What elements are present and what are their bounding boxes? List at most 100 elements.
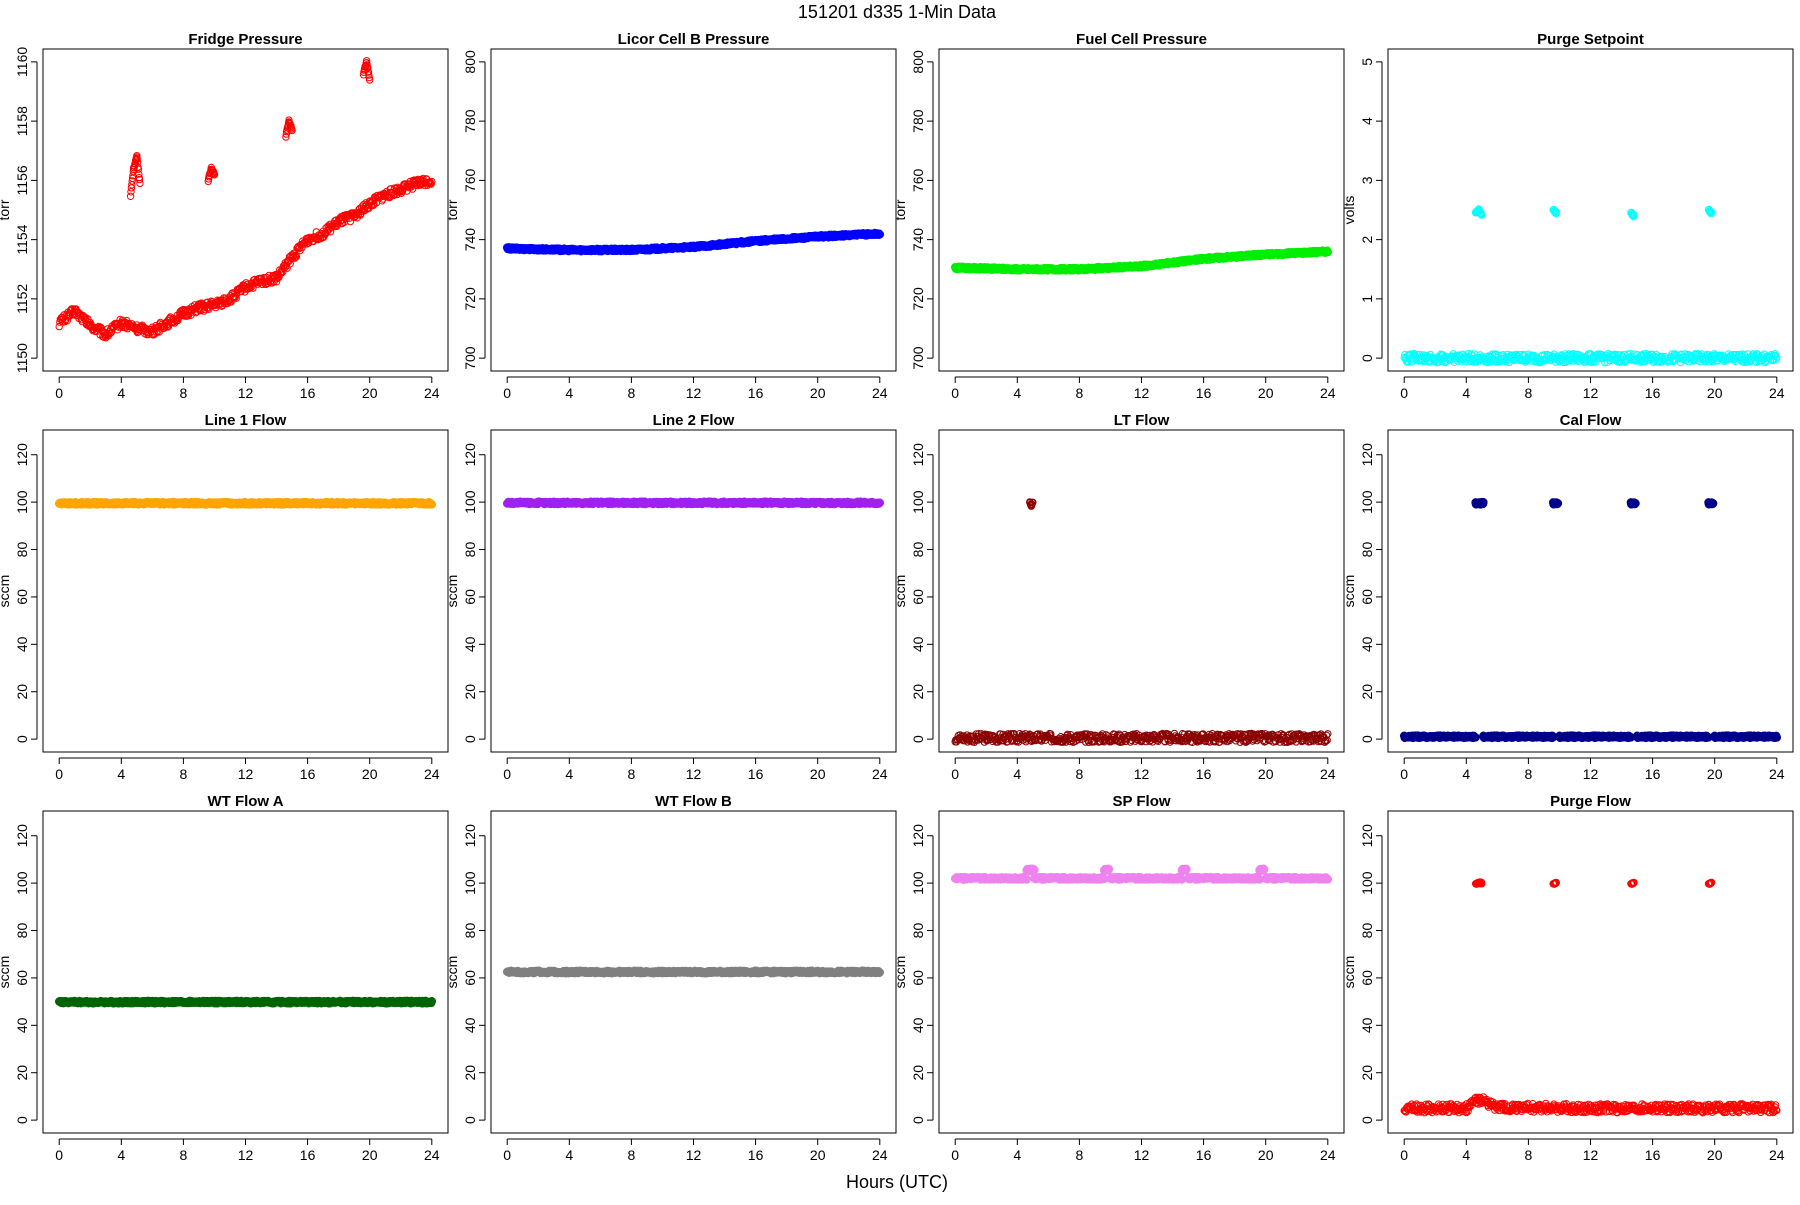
data-point xyxy=(1472,733,1480,741)
x-tick-label: 20 xyxy=(1707,766,1723,782)
x-tick-label: 4 xyxy=(1013,766,1021,782)
x-tick-label: 4 xyxy=(565,766,573,782)
data-point xyxy=(1324,248,1332,256)
data-series xyxy=(1628,209,1638,220)
plot-frame xyxy=(43,430,448,752)
data-series xyxy=(56,175,435,341)
x-tick-label: 4 xyxy=(1462,385,1470,401)
x-tick-label: 8 xyxy=(180,385,188,401)
data-series xyxy=(1472,206,1485,218)
y-tick-label: 0 xyxy=(14,735,30,743)
data-point xyxy=(876,499,884,507)
y-tick-label: 120 xyxy=(1359,443,1375,467)
x-tick-label: 20 xyxy=(1258,766,1274,782)
x-tick-label: 4 xyxy=(117,385,125,401)
y-tick-label: 1160 xyxy=(14,47,30,77)
y-tick-label: 800 xyxy=(462,50,478,74)
y-tick-label: 5 xyxy=(1359,58,1375,66)
x-tick-label: 4 xyxy=(565,385,573,401)
panel-title: LT Flow xyxy=(1114,412,1170,429)
data-series xyxy=(1705,206,1715,217)
x-tick-label: 16 xyxy=(300,766,316,782)
y-tick-label: 1158 xyxy=(14,106,30,136)
panel-title: Line 1 Flow xyxy=(205,412,287,429)
data-series xyxy=(1556,732,1635,742)
x-tick-label: 8 xyxy=(1525,766,1533,782)
x-tick-label: 24 xyxy=(872,766,888,782)
y-tick-label: 100 xyxy=(1359,490,1375,514)
x-tick-label: 16 xyxy=(748,385,764,401)
x-tick-label: 16 xyxy=(300,385,316,401)
data-series xyxy=(1027,499,1037,510)
x-tick-label: 20 xyxy=(1707,385,1723,401)
y-tick-label: 100 xyxy=(462,490,478,514)
x-tick-label: 16 xyxy=(1196,385,1212,401)
x-tick-label: 12 xyxy=(1583,766,1599,782)
plot-frame xyxy=(939,49,1344,371)
panel-title: Line 2 Flow xyxy=(653,412,735,429)
y-tick-label: 2 xyxy=(1359,236,1375,244)
panel-title: Cal Flow xyxy=(1560,412,1622,429)
x-tick-label: 20 xyxy=(810,385,826,401)
y-tick-label: 40 xyxy=(910,636,926,652)
y-tick-label: 700 xyxy=(910,346,926,370)
x-tick-label: 16 xyxy=(1645,766,1661,782)
data-point xyxy=(876,230,884,238)
y-axis-label: sccm xyxy=(892,575,908,608)
x-tick-label: 8 xyxy=(628,766,636,782)
x-tick-label: 4 xyxy=(1013,385,1021,401)
x-tick-label: 0 xyxy=(55,766,63,782)
x-tick-label: 0 xyxy=(1400,766,1408,782)
x-tick-label: 12 xyxy=(238,766,254,782)
y-tick-label: 720 xyxy=(910,287,926,311)
data-series xyxy=(55,498,436,508)
y-tick-label: 80 xyxy=(14,542,30,558)
y-tick-label: 80 xyxy=(910,542,926,558)
x-tick-label: 24 xyxy=(872,385,888,401)
y-tick-label: 740 xyxy=(462,228,478,252)
x-tick-label: 8 xyxy=(1076,385,1084,401)
y-tick-label: 3 xyxy=(1359,176,1375,184)
x-tick-label: 20 xyxy=(1258,385,1274,401)
y-tick-label: 0 xyxy=(1359,735,1375,743)
x-tick-label: 20 xyxy=(810,766,826,782)
x-tick-label: 8 xyxy=(180,766,188,782)
plot-frame xyxy=(939,430,1344,752)
x-tick-label: 24 xyxy=(1320,766,1336,782)
x-tick-label: 4 xyxy=(117,766,125,782)
y-axis-label: sccm xyxy=(0,575,12,608)
y-tick-label: 80 xyxy=(462,542,478,558)
y-axis-label: torr xyxy=(0,199,12,220)
y-axis-label: volts xyxy=(1341,196,1357,225)
data-series xyxy=(1401,351,1780,366)
x-tick-label: 24 xyxy=(1769,385,1785,401)
x-tick-label: 20 xyxy=(362,766,378,782)
y-tick-label: 20 xyxy=(462,684,478,700)
plot-frame xyxy=(491,49,896,371)
panel-title: Fridge Pressure xyxy=(188,31,302,48)
y-tick-label: 1150 xyxy=(14,343,30,373)
y-tick-label: 4 xyxy=(1359,117,1375,125)
x-tick-label: 0 xyxy=(951,385,959,401)
y-tick-label: 1156 xyxy=(14,165,30,195)
x-tick-label: 8 xyxy=(1525,385,1533,401)
y-tick-label: 40 xyxy=(14,636,30,652)
y-tick-label: 780 xyxy=(910,109,926,133)
y-tick-label: 1154 xyxy=(14,224,30,254)
y-tick-label: 720 xyxy=(462,287,478,311)
y-tick-label: 20 xyxy=(910,684,926,700)
y-tick-label: 120 xyxy=(462,443,478,467)
x-tick-label: 8 xyxy=(628,385,636,401)
y-tick-label: 740 xyxy=(910,228,926,252)
y-tick-label: 0 xyxy=(462,735,478,743)
data-series xyxy=(283,117,296,140)
x-tick-label: 0 xyxy=(55,385,63,401)
x-tick-label: 4 xyxy=(1462,766,1470,782)
y-tick-label: 60 xyxy=(910,589,926,605)
x-tick-label: 12 xyxy=(1134,766,1150,782)
